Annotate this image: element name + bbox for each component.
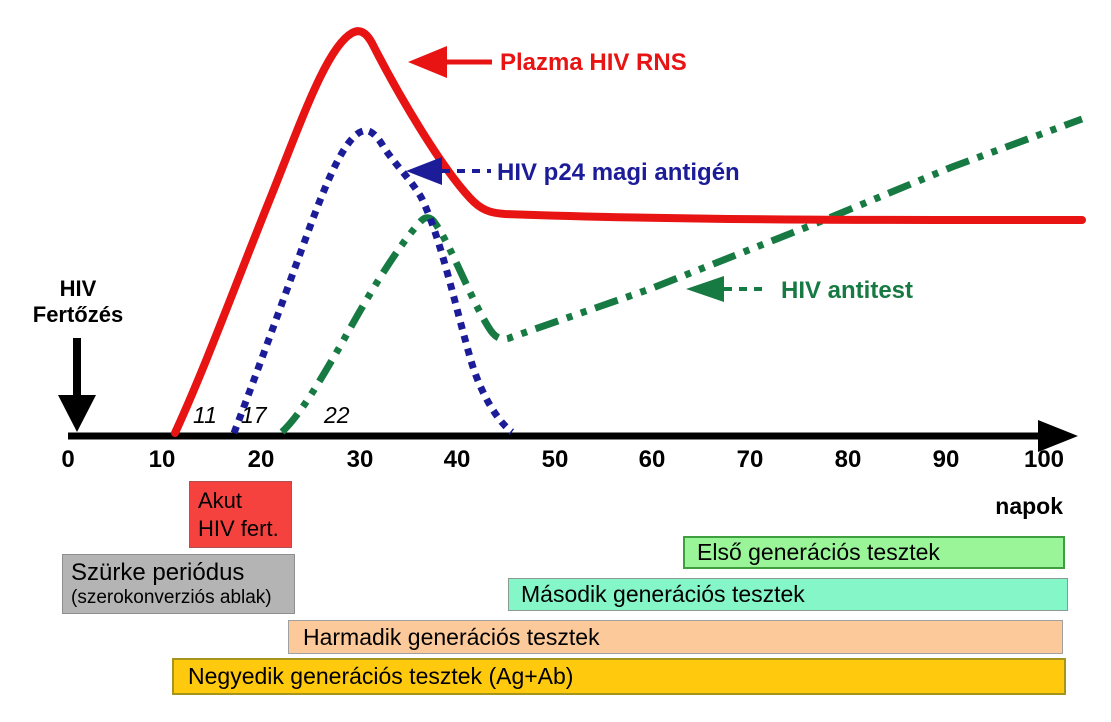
infection-label: HIV Fertőzés	[14, 276, 142, 328]
x-tick-30: 30	[346, 446, 374, 473]
infection-arrowhead-icon	[58, 395, 96, 432]
onset-marker-p24: 17	[241, 402, 267, 428]
acute-box-line2: HIV fert.	[198, 515, 279, 541]
series-label-plasma-rna: Plazma HIV RNS	[500, 49, 687, 76]
gen3-box-label: Harmadik generációs tesztek	[303, 623, 600, 650]
x-tick-70: 70	[736, 446, 764, 473]
onset-marker-rna: 11	[193, 402, 217, 428]
acute-box-line1: Akut	[198, 487, 243, 513]
x-axis-unit-label: napok	[995, 493, 1063, 519]
series-label-antibody: HIV antitest	[781, 277, 914, 304]
window-box-line2: (szerokonverziós ablak)	[71, 587, 272, 608]
infection-label-line2: Fertőzés	[32, 302, 124, 327]
series-label-p24-antigen: HIV p24 magi antigén	[497, 159, 740, 186]
x-tick-10: 10	[148, 446, 176, 473]
rna-label-arrowhead-icon	[408, 46, 447, 78]
timeline-box-window-period: Szürke periódus (szerokonverziós ablak)	[62, 554, 295, 614]
infection-label-line1: HIV	[59, 276, 97, 301]
x-tick-0: 0	[61, 446, 75, 473]
timeline-box-gen4-tests: Negyedik generációs tesztek (Ag+Ab)	[172, 658, 1066, 695]
gen2-box-label: Második generációs tesztek	[521, 581, 805, 607]
x-tick-60: 60	[638, 446, 666, 473]
timeline-box-acute-infection: Akut HIV fert.	[189, 481, 292, 548]
window-box-line1: Szürke periódus	[71, 559, 245, 586]
plasma-hiv-rna-curve	[171, 27, 1086, 437]
onset-marker-antibody: 22	[324, 402, 350, 428]
gen4-box-label: Negyedik generációs tesztek (Ag+Ab)	[188, 663, 574, 689]
x-tick-80: 80	[834, 446, 862, 473]
timeline-box-gen1-tests: Első generációs tesztek	[683, 536, 1065, 569]
hiv-p24-antigen-curve	[230, 127, 515, 435]
x-tick-20: 20	[247, 446, 275, 473]
antibody-label-arrowhead-icon	[686, 276, 724, 302]
x-tick-90: 90	[932, 446, 960, 473]
p24-label-arrowhead-icon	[406, 157, 442, 185]
x-tick-50: 50	[541, 446, 569, 473]
timeline-box-gen2-tests: Második generációs tesztek	[508, 578, 1068, 611]
gen1-box-label: Első generációs tesztek	[697, 539, 940, 565]
x-axis-arrowhead-icon	[1038, 420, 1078, 452]
x-tick-40: 40	[443, 446, 471, 473]
hiv-antibody-curve	[279, 115, 1084, 435]
x-tick-100: 100	[1023, 446, 1065, 473]
timeline-box-gen3-tests: Harmadik generációs tesztek	[288, 620, 1063, 654]
